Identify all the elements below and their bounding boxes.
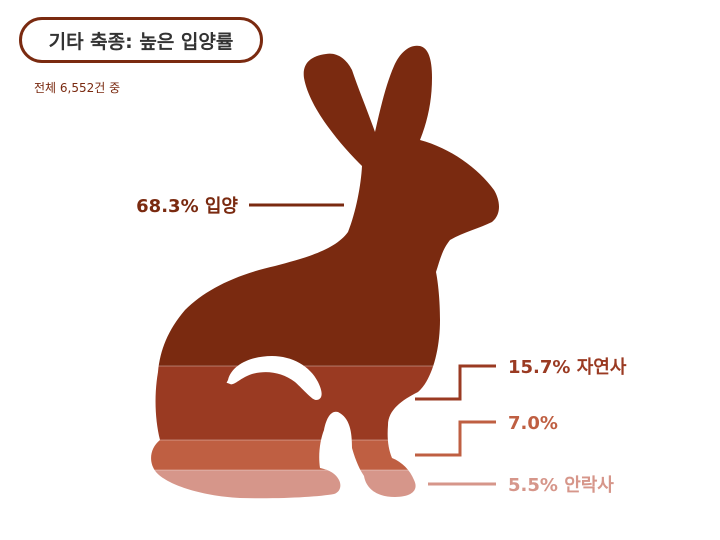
leader-line-other xyxy=(415,420,496,457)
band-euthanasia xyxy=(151,470,499,499)
band-natural-death xyxy=(151,366,499,440)
segment-label-adoption: 68.3% 입양 xyxy=(136,195,238,217)
leader-line-natural-death xyxy=(415,364,496,401)
chart-title: 기타 축종: 높은 입양률 xyxy=(19,17,263,63)
segment-label-other: 7.0% xyxy=(508,413,558,434)
chart-title-text: 기타 축종: 높은 입양률 xyxy=(48,30,234,53)
segment-label-natural-death: 15.7% 자연사 xyxy=(508,357,627,378)
segment-label-euthanasia: 5.5% 안락사 xyxy=(508,475,614,496)
band-other xyxy=(151,440,499,470)
rabbit-silhouette xyxy=(151,45,499,499)
chart-subtitle: 전체 6,552건 중 xyxy=(34,81,121,95)
